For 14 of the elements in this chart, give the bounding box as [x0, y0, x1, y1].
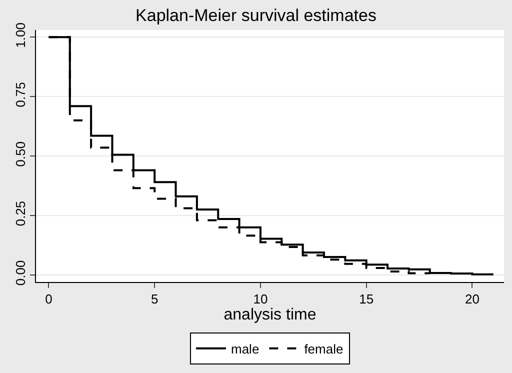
y-tick-label: 1.00: [12, 22, 28, 48]
y-tick-label: 0.25: [12, 200, 28, 226]
x-tick-label: 5: [150, 292, 158, 307]
x-tick-label: 20: [465, 292, 480, 307]
x-tick-label: 0: [45, 292, 52, 307]
y-tick-label: 0.75: [12, 82, 28, 108]
legend-label: male: [231, 341, 260, 356]
x-axis-title: analysis time: [224, 306, 316, 324]
chart-title: Kaplan-Meier survival estimates: [136, 6, 376, 26]
x-tick-label: 15: [359, 292, 374, 307]
y-tick-label: 0.50: [12, 141, 28, 167]
y-tick-label: 0.00: [12, 260, 28, 286]
x-tick-label: 10: [253, 292, 268, 307]
legend-label: female: [304, 341, 344, 356]
